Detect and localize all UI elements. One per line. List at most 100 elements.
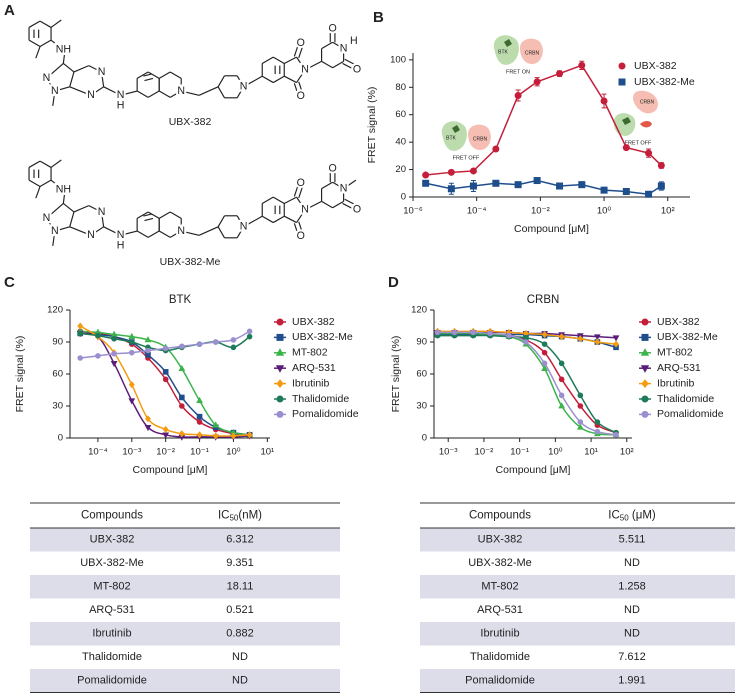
bond — [332, 41, 344, 50]
bond — [158, 90, 171, 98]
bond — [45, 77, 56, 92]
table-cell: Ibrutinib — [480, 628, 519, 640]
data-point — [246, 431, 253, 439]
table-cell: MT-802 — [481, 581, 518, 593]
bond — [332, 200, 344, 209]
bond — [261, 196, 274, 204]
data-point — [469, 167, 477, 175]
data-point — [556, 70, 564, 78]
table-cell: Thalidomide — [470, 651, 530, 663]
bond — [243, 215, 263, 228]
bond — [100, 211, 105, 227]
bond — [69, 226, 92, 236]
data-point — [144, 336, 152, 343]
legend-label: UBX-382 — [657, 316, 700, 328]
data-point — [645, 149, 653, 157]
y-tick-label: 120 — [411, 305, 427, 316]
bond — [144, 77, 154, 82]
bond — [158, 230, 171, 238]
atom-label: N — [301, 204, 309, 216]
atom-label: O — [328, 22, 336, 34]
data-point — [422, 171, 430, 179]
bond — [52, 90, 56, 106]
data-point — [577, 392, 584, 399]
data-point — [594, 338, 601, 346]
ligand — [504, 39, 512, 47]
panel-label: A — [4, 2, 15, 19]
y-tick-label: 20 — [395, 164, 406, 175]
y-tick-label: 0 — [422, 433, 427, 444]
legend-marker — [641, 318, 649, 326]
bond — [144, 217, 154, 222]
bond — [181, 90, 200, 96]
bond — [217, 86, 225, 99]
row-shade — [420, 528, 735, 552]
bond — [321, 60, 333, 69]
legend-label: UBX-382 — [634, 60, 677, 72]
bond — [50, 179, 60, 187]
data-point — [578, 181, 586, 189]
bond — [103, 86, 121, 96]
atom-label: N — [177, 225, 185, 237]
bond — [35, 46, 41, 59]
structure-name: UBX-382 — [169, 116, 212, 128]
row-shade — [30, 669, 340, 693]
x-tick-label: 10⁻³ — [122, 447, 141, 458]
data-point — [77, 330, 83, 337]
data-point — [110, 360, 118, 368]
bond — [100, 71, 105, 87]
table-cell: MT-802 — [93, 581, 130, 593]
bond — [296, 69, 306, 83]
header-text: IC — [218, 510, 230, 522]
bond — [296, 56, 306, 71]
x-axis-label: Compound [μM] — [496, 464, 571, 476]
protein-label: CRBN — [473, 136, 488, 142]
data-point — [196, 341, 203, 347]
x-tick-label: 10⁻³ — [439, 447, 458, 458]
atom-label: N — [43, 212, 51, 224]
bond — [304, 60, 322, 71]
data-point — [594, 419, 601, 425]
data-point — [541, 341, 548, 347]
atom-label: N — [177, 85, 185, 97]
bond — [283, 196, 297, 204]
bond — [158, 71, 171, 79]
bond — [39, 179, 52, 188]
bond — [39, 39, 52, 48]
data-point — [422, 179, 430, 187]
column-header: Compounds — [469, 510, 531, 522]
bond — [73, 65, 90, 73]
bond — [272, 215, 285, 224]
x-axis-label: Compound [μM] — [133, 464, 208, 476]
data-point — [577, 335, 584, 343]
data-point — [558, 333, 565, 341]
chart-title: CRBN — [527, 294, 560, 306]
protein-label: CRBN — [525, 50, 540, 56]
x-tick-label: 10⁻² — [531, 206, 550, 217]
y-tick-label: 30 — [416, 401, 427, 412]
bond — [283, 215, 297, 224]
atom-label: N — [98, 66, 106, 78]
data-point — [622, 144, 630, 152]
bond — [46, 63, 64, 79]
bond — [50, 39, 60, 47]
y-tick-label: 40 — [395, 137, 406, 148]
bond — [147, 90, 160, 98]
data-point — [246, 333, 253, 340]
bond — [236, 215, 245, 228]
atom-label: N — [117, 229, 125, 241]
data-point — [514, 92, 522, 100]
bond — [136, 90, 149, 98]
data-point — [492, 145, 500, 153]
data-point — [212, 432, 219, 440]
data-point — [541, 349, 548, 356]
crbn-protein — [468, 124, 491, 150]
data-point — [470, 329, 476, 336]
x-tick-label: 10⁻¹ — [510, 447, 529, 458]
table-cell: 7.612 — [618, 651, 646, 663]
data-point — [558, 360, 565, 367]
y-axis-label: FRET signal (%) — [366, 87, 378, 164]
data-point — [128, 398, 136, 405]
y-tick-label: 60 — [416, 369, 427, 380]
bond — [147, 230, 160, 238]
